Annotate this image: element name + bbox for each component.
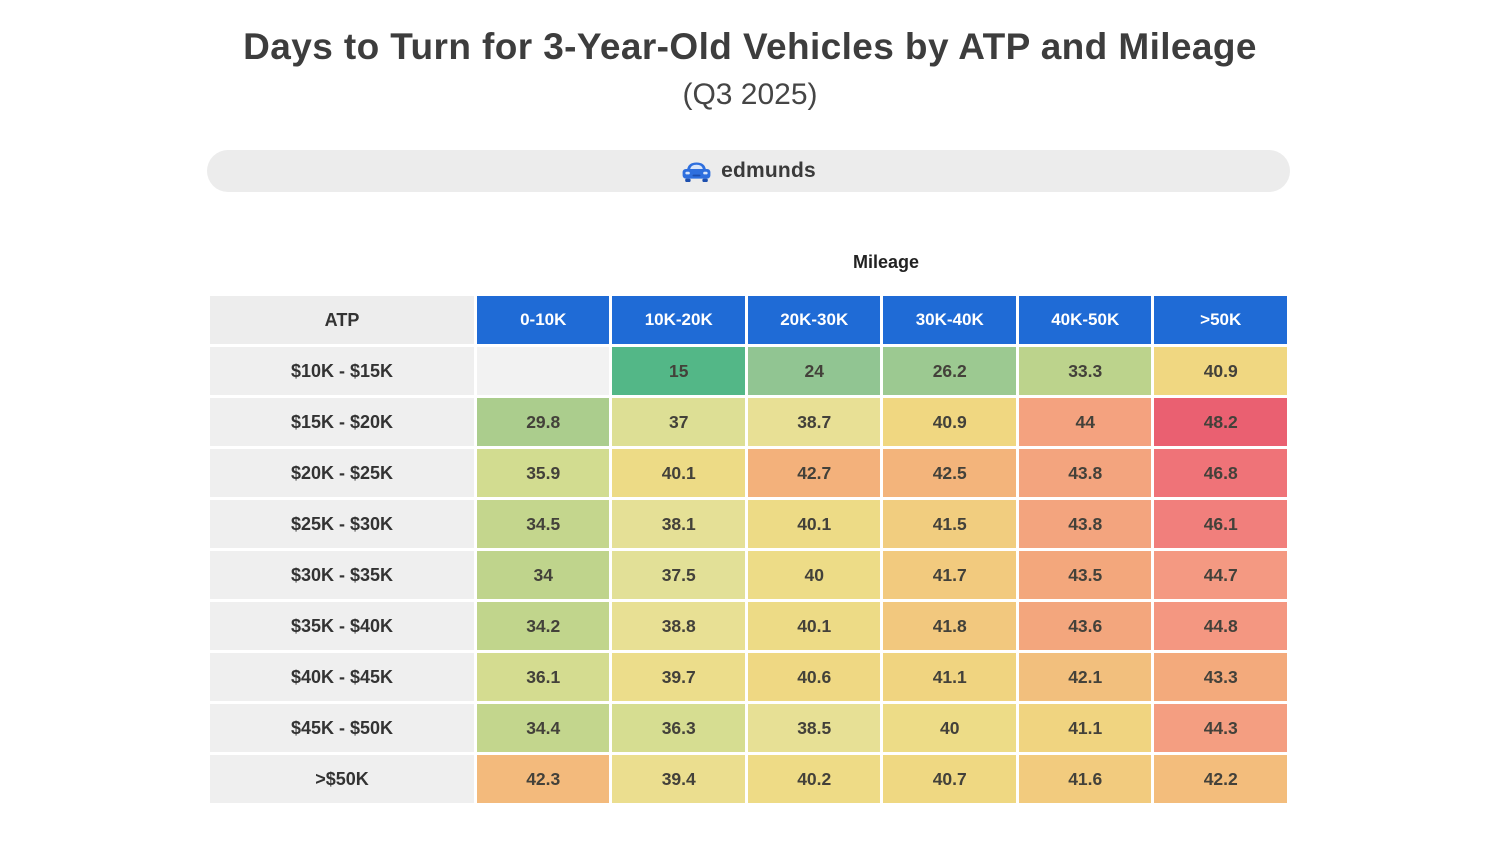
page-subtitle: (Q3 2025) — [682, 78, 818, 111]
atp-row-label: $35K - $40K — [210, 602, 474, 650]
heatmap-header-row: ATP 0-10K 10K-20K 20K-30K 30K-40K 40K-50K >50K — [210, 296, 1287, 344]
atp-row-label: $20K - $25K — [210, 449, 474, 497]
heatmap-cell: 34.4 — [476, 704, 610, 752]
heatmap-cell: 37.5 — [612, 551, 745, 599]
heatmap-cell: 29.8 — [476, 398, 610, 446]
heatmap-row: $15K - $20K 29.8 37 38.7 40.9 44 48.2 — [210, 398, 1287, 446]
heatmap-cell: 41.1 — [883, 653, 1016, 701]
heatmap-cell: 26.2 — [883, 347, 1016, 395]
heatmap-row: $20K - $25K 35.9 40.1 42.7 42.5 43.8 46.8 — [210, 449, 1287, 497]
heatmap-row: $40K - $45K 36.1 39.7 40.6 41.1 42.1 43.3 — [210, 653, 1287, 701]
heatmap-cell: 38.5 — [747, 704, 881, 752]
heatmap-cell: 43.3 — [1154, 653, 1287, 701]
car-icon — [681, 160, 712, 183]
heatmap-cell: 36.3 — [612, 704, 745, 752]
heatmap-cell — [476, 347, 610, 395]
heatmap-row: $10K - $15K 15 24 26.2 33.3 40.9 — [210, 347, 1287, 395]
atp-row-label: $10K - $15K — [210, 347, 474, 395]
heatmap-cell: 40.1 — [747, 500, 881, 548]
heatmap-cell: 42.3 — [476, 755, 610, 803]
atp-corner-header: ATP — [210, 296, 474, 344]
heatmap-cell: 40.6 — [747, 653, 881, 701]
heatmap-cell: 40.7 — [883, 755, 1016, 803]
heatmap-cell: 43.5 — [1018, 551, 1152, 599]
heatmap-row: $35K - $40K 34.2 38.8 40.1 41.8 43.6 44.8 — [210, 602, 1287, 650]
heatmap-cell: 40.9 — [1154, 347, 1287, 395]
heatmap-cell: 37 — [612, 398, 745, 446]
heatmap-cell: 43.8 — [1018, 449, 1152, 497]
heatmap-cell: 40.1 — [612, 449, 745, 497]
heatmap-cell: 34 — [476, 551, 610, 599]
heatmap-cell: 42.1 — [1018, 653, 1152, 701]
heatmap-cell: 41.5 — [883, 500, 1016, 548]
heatmap-cell: 42.7 — [747, 449, 881, 497]
heatmap-table: ATP 0-10K 10K-20K 20K-30K 30K-40K 40K-50K >50K… — [207, 293, 1290, 806]
heatmap-row: $45K - $50K 34.4 36.3 38.5 40 41.1 44.3 — [210, 704, 1287, 752]
heatmap-row: $30K - $35K 34 37.5 40 41.7 43.5 44.7 — [210, 551, 1287, 599]
heatmap-cell: 33.3 — [1018, 347, 1152, 395]
heatmap-cell: 40.9 — [883, 398, 1016, 446]
heatmap-cell: 43.8 — [1018, 500, 1152, 548]
heatmap-cell: 39.7 — [612, 653, 745, 701]
heatmap-cell: 35.9 — [476, 449, 610, 497]
heatmap-cell: 44 — [1018, 398, 1152, 446]
heatmap-cell: 40.1 — [747, 602, 881, 650]
atp-row-label: $25K - $30K — [210, 500, 474, 548]
mileage-header-cell: 20K-30K — [747, 296, 881, 344]
heatmap-cell: 44.7 — [1154, 551, 1287, 599]
atp-row-label: $40K - $45K — [210, 653, 474, 701]
heatmap-cell: 38.8 — [612, 602, 745, 650]
heatmap-cell: 38.7 — [747, 398, 881, 446]
heatmap-cell: 42.5 — [883, 449, 1016, 497]
heatmap-cell: 39.4 — [612, 755, 745, 803]
mileage-header-cell: 30K-40K — [883, 296, 1016, 344]
heatmap-cell: 40 — [883, 704, 1016, 752]
heatmap-cell: 40 — [747, 551, 881, 599]
heatmap-row: $25K - $30K 34.5 38.1 40.1 41.5 43.8 46.1 — [210, 500, 1287, 548]
heatmap-cell: 42.2 — [1154, 755, 1287, 803]
mileage-header-cell: 40K-50K — [1018, 296, 1152, 344]
atp-row-label: >$50K — [210, 755, 474, 803]
heatmap-cell: 34.2 — [476, 602, 610, 650]
heatmap-cell: 41.7 — [883, 551, 1016, 599]
page-title: Days to Turn for 3-Year-Old Vehicles by … — [243, 26, 1257, 67]
heatmap-cell: 15 — [612, 347, 745, 395]
heatmap-container: ATP 0-10K 10K-20K 20K-30K 30K-40K 40K-50K >50K… — [207, 293, 1290, 806]
heatmap-cell: 46.8 — [1154, 449, 1287, 497]
mileage-header-cell: 10K-20K — [612, 296, 745, 344]
heatmap-cell: 44.8 — [1154, 602, 1287, 650]
heatmap-cell: 44.3 — [1154, 704, 1287, 752]
atp-row-label: $45K - $50K — [210, 704, 474, 752]
heatmap-cell: 48.2 — [1154, 398, 1287, 446]
heatmap-cell: 43.6 — [1018, 602, 1152, 650]
heatmap-cell: 41.1 — [1018, 704, 1152, 752]
heatmap-cell: 41.8 — [883, 602, 1016, 650]
heatmap-cell: 34.5 — [476, 500, 610, 548]
atp-row-label: $15K - $20K — [210, 398, 474, 446]
mileage-header-cell: >50K — [1154, 296, 1287, 344]
heatmap-cell: 46.1 — [1154, 500, 1287, 548]
brand-banner: edmunds — [207, 150, 1290, 192]
heatmap-cell: 38.1 — [612, 500, 745, 548]
atp-row-label: $30K - $35K — [210, 551, 474, 599]
brand-name: edmunds — [721, 159, 816, 182]
heatmap-body: $10K - $15K 15 24 26.2 33.3 40.9 $15K - $20K 29… — [210, 347, 1287, 803]
heatmap-row: >$50K 42.3 39.4 40.2 40.7 41.6 42.2 — [210, 755, 1287, 803]
mileage-header-cell: 0-10K — [476, 296, 610, 344]
mileage-axis-label: Mileage — [852, 252, 920, 272]
heatmap-cell: 24 — [747, 347, 881, 395]
heatmap-cell: 36.1 — [476, 653, 610, 701]
heatmap-cell: 40.2 — [747, 755, 881, 803]
heatmap-cell: 41.6 — [1018, 755, 1152, 803]
